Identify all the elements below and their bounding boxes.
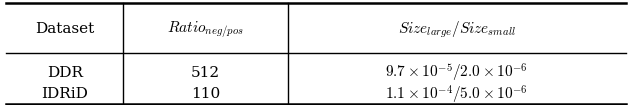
Text: 512: 512 [191,66,220,80]
Text: 110: 110 [191,87,220,102]
Text: $\mathit{Ratio}_{neg/pos}$: $\mathit{Ratio}_{neg/pos}$ [167,19,244,40]
Text: $9.7\times10^{-5}/2.0\times10^{-6}$: $9.7\times10^{-5}/2.0\times10^{-6}$ [385,62,528,84]
Text: $\mathit{Size}_{large}/\mathit{Size}_{small}$: $\mathit{Size}_{large}/\mathit{Size}_{sm… [398,19,516,40]
Text: DDR: DDR [47,66,83,80]
Text: Dataset: Dataset [35,22,94,36]
Text: $1.1\times10^{-4}/5.0\times10^{-6}$: $1.1\times10^{-4}/5.0\times10^{-6}$ [385,83,528,105]
Text: IDRiD: IDRiD [41,87,88,102]
